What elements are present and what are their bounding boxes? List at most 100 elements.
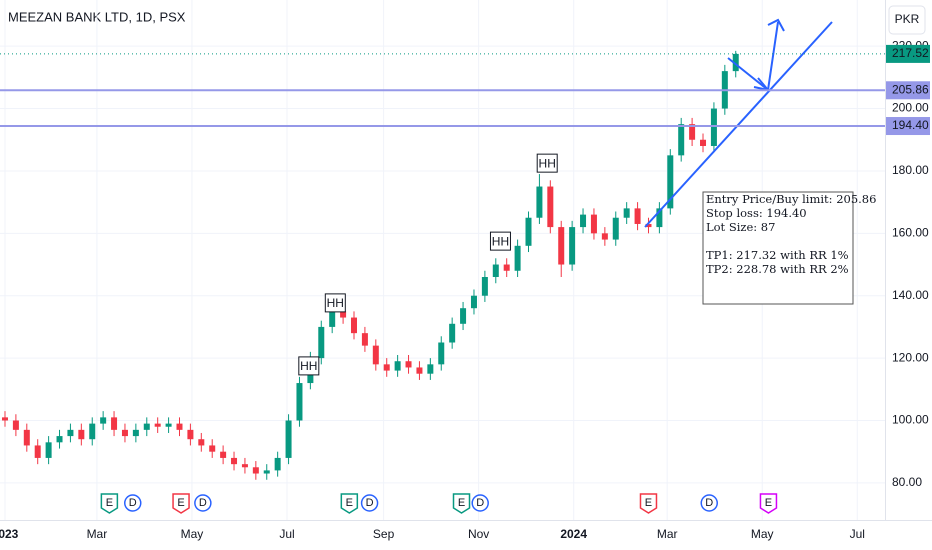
x-tick-label: Jul	[850, 527, 865, 541]
arrow-head	[767, 18, 785, 32]
note-box	[702, 191, 854, 305]
currency-label[interactable]: PKR	[895, 12, 920, 26]
candle-body	[580, 214, 587, 228]
x-tick-label: Mar	[657, 527, 678, 541]
candle-body	[405, 361, 412, 368]
candle-body	[143, 423, 150, 430]
event-marker	[124, 494, 142, 512]
candle-body	[460, 308, 467, 324]
currency-button[interactable]	[888, 5, 926, 35]
y-tick-label: 180.00	[892, 163, 929, 177]
candle-body	[329, 311, 336, 327]
event-label: E	[765, 497, 772, 509]
y-tick-label: 80.00	[892, 475, 922, 489]
candle-body	[612, 217, 619, 240]
event-marker	[452, 493, 471, 514]
annotation-label: HH	[300, 359, 317, 373]
candle-body	[689, 124, 696, 140]
candle-body	[176, 423, 183, 430]
trend-line	[644, 21, 833, 228]
candle-body	[296, 383, 303, 421]
candle-body	[590, 214, 597, 234]
candle-body	[340, 311, 347, 318]
event-marker	[360, 494, 379, 512]
candle-body	[241, 464, 248, 468]
candle-body	[252, 467, 259, 474]
event-label: E	[177, 497, 184, 509]
y-tick-label: 140.00	[892, 288, 929, 302]
candle-body	[165, 423, 172, 427]
candle-body	[154, 423, 161, 427]
candle-body	[481, 277, 488, 296]
note-line: TP1: 217.32 with RR 1%	[706, 248, 849, 262]
event-label: E	[645, 497, 652, 509]
note-line: Lot Size: 87	[706, 220, 775, 234]
candle-body	[645, 223, 652, 228]
candle-body	[132, 429, 139, 437]
candle-body	[601, 233, 608, 240]
event-label: E	[106, 497, 113, 509]
y-tick-label: 100.00	[892, 413, 929, 427]
candle-body	[318, 326, 325, 359]
candle-body	[667, 155, 674, 209]
candle-body	[503, 264, 510, 271]
annotation-box	[324, 293, 346, 313]
event-marker	[471, 494, 489, 512]
candle-body	[198, 439, 205, 446]
candle-body	[45, 442, 52, 458]
candle-body	[100, 417, 107, 424]
event-label: D	[129, 497, 137, 509]
candle-body	[678, 124, 685, 156]
candle-body	[656, 208, 663, 228]
candle-body	[231, 457, 238, 465]
candle-body	[263, 470, 270, 474]
note-line: Entry Price/Buy limit: 205.86	[706, 192, 876, 206]
level-label: 194.40	[892, 118, 929, 132]
level-label-bg	[886, 81, 930, 100]
candle-body	[187, 429, 194, 440]
candle-body	[536, 186, 543, 218]
candle-body	[56, 436, 63, 443]
candle-body	[209, 445, 216, 452]
x-tick-label: 2024	[560, 527, 587, 541]
candle-body	[547, 186, 554, 228]
candle-body	[121, 429, 128, 437]
event-label: D	[199, 497, 207, 509]
candle-body	[361, 333, 368, 346]
annotation-label: HH	[539, 156, 556, 170]
candle-body	[274, 457, 281, 471]
candle-body	[558, 227, 565, 265]
event-marker	[700, 494, 718, 512]
candle-body	[569, 227, 576, 265]
candle-body	[634, 208, 641, 224]
x-tick-label: Mar	[87, 527, 108, 541]
note-line: Stop loss: 194.40	[706, 206, 807, 220]
event-marker	[759, 493, 778, 514]
annotation-box	[489, 231, 511, 251]
event-marker	[100, 493, 119, 514]
candle-body	[394, 361, 401, 371]
level-label: 205.86	[892, 82, 929, 96]
y-tick-label: 200.00	[892, 101, 929, 115]
last-price-label: 217.52	[892, 46, 929, 60]
annotation-box	[536, 153, 558, 173]
annotation-label: HH	[327, 296, 344, 310]
event-label: D	[476, 497, 484, 509]
candle-body	[427, 364, 434, 374]
candle-body	[449, 323, 456, 343]
candle-body	[23, 429, 30, 446]
candle-body	[438, 342, 445, 365]
candle-body	[525, 217, 532, 246]
x-tick-label: Nov	[468, 527, 489, 541]
candle-body	[78, 429, 85, 440]
candle-body	[416, 367, 423, 374]
candle-body	[372, 345, 379, 365]
candle-body	[12, 420, 19, 430]
event-marker	[172, 493, 190, 514]
candle-body	[111, 417, 118, 430]
candle-body	[492, 264, 499, 278]
last-price-bg	[886, 44, 930, 63]
candle-body	[710, 108, 717, 146]
event-marker	[639, 493, 658, 514]
